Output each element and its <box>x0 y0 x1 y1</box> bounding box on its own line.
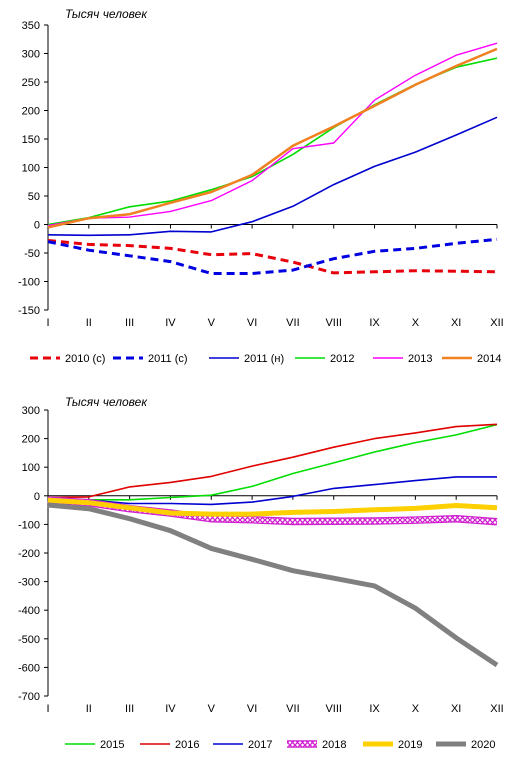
series-line-2020 <box>47 502 499 668</box>
legend-label: 2017 <box>248 739 272 751</box>
x-tick-label: I <box>46 703 49 715</box>
x-tick-label: I <box>46 317 49 329</box>
y-tick-label: 250 <box>22 77 40 89</box>
y-tick-label: 200 <box>22 106 40 118</box>
x-tick-label: XII <box>490 703 503 715</box>
y-tick-label: 0 <box>34 220 40 232</box>
legend-label: 2019 <box>398 739 422 751</box>
y-tick-label: -300 <box>18 577 40 589</box>
x-tick-label: IV <box>165 317 176 329</box>
y-tick-label: -700 <box>18 691 40 703</box>
series-line-2013 <box>47 42 498 227</box>
legend-label: 2020 <box>471 739 495 751</box>
y-tick-label: 300 <box>22 405 40 417</box>
series-line-2010-с <box>47 239 498 275</box>
y-tick-label: -200 <box>18 548 40 560</box>
legend-label: 2018 <box>322 739 346 751</box>
x-tick-label: V <box>208 703 216 715</box>
y-tick-label: -100 <box>18 519 40 531</box>
y-tick-label: 0 <box>34 491 40 503</box>
legend-label: 2013 <box>408 353 432 365</box>
x-tick-label: VI <box>247 703 257 715</box>
legend-label: 2014 <box>477 353 501 365</box>
y-tick-label: 100 <box>22 462 40 474</box>
y-tick-label: -150 <box>18 305 40 317</box>
y-tick-label: 50 <box>28 191 40 203</box>
series-line-2015 <box>47 423 498 501</box>
unit-label-top: Тысяч человек <box>65 7 148 21</box>
legend-label: 2010 (с) <box>65 353 105 365</box>
series-line-2014 <box>47 47 498 229</box>
x-tick-label: VII <box>286 703 299 715</box>
legend-label: 2015 <box>100 739 124 751</box>
y-tick-label: -600 <box>18 662 40 674</box>
y-tick-label: 300 <box>22 49 40 61</box>
legend-label: 2011 (н) <box>244 353 284 365</box>
x-tick-label: III <box>125 317 134 329</box>
x-tick-label: V <box>208 317 216 329</box>
x-tick-label: X <box>412 703 420 715</box>
series-line-2019 <box>47 497 498 517</box>
y-tick-label: -400 <box>18 605 40 617</box>
y-tick-label: 150 <box>22 134 40 146</box>
x-tick-label: IX <box>369 703 380 715</box>
legend-label: 2012 <box>330 353 354 365</box>
x-tick-label: X <box>412 317 420 329</box>
legend-label: 2016 <box>175 739 199 751</box>
x-tick-label: II <box>86 703 92 715</box>
y-tick-label: -100 <box>18 277 40 289</box>
x-tick-label: XI <box>451 317 461 329</box>
x-tick-label: VIII <box>325 317 342 329</box>
x-tick-label: XII <box>490 317 503 329</box>
x-tick-label: VIII <box>325 703 342 715</box>
y-tick-label: -500 <box>18 634 40 646</box>
x-tick-label: II <box>86 317 92 329</box>
series-line-2011-н <box>47 116 498 237</box>
x-tick-label: IX <box>369 317 380 329</box>
unit-label-bottom: Тысяч человек <box>65 395 148 409</box>
x-tick-label: IV <box>165 703 176 715</box>
y-tick-label: -50 <box>24 248 40 260</box>
x-tick-label: VI <box>247 317 257 329</box>
series-line-2012 <box>47 57 498 226</box>
y-tick-label: 200 <box>22 434 40 446</box>
y-tick-label: 350 <box>22 20 40 32</box>
series-line-2017 <box>47 476 497 506</box>
legend-label: 2011 (с) <box>148 353 188 365</box>
series-line-2016 <box>47 423 498 499</box>
series-line-2011-с <box>47 237 498 275</box>
y-tick-label: 100 <box>22 163 40 175</box>
x-tick-label: VII <box>286 317 299 329</box>
x-tick-label: XI <box>451 703 461 715</box>
x-tick-label: III <box>125 703 134 715</box>
